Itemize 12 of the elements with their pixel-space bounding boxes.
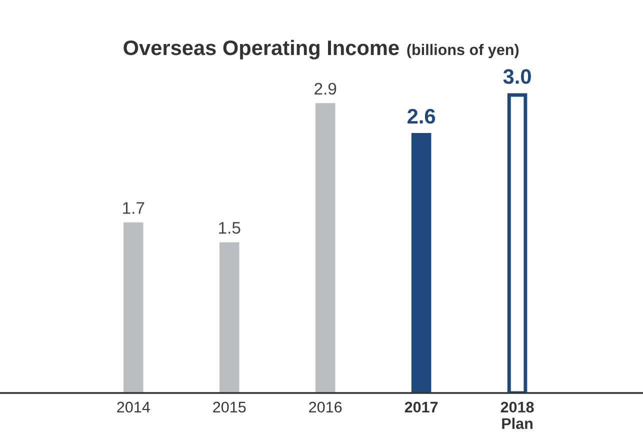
data-label: 2.9 bbox=[314, 82, 336, 95]
x-tick-label: 2015 bbox=[213, 402, 246, 413]
data-label: 3.0 bbox=[503, 69, 531, 84]
data-label: 2.6 bbox=[408, 108, 436, 124]
chart-title: Overseas Operating Income bbox=[124, 40, 399, 60]
x-tick-label: 2016 bbox=[309, 402, 342, 413]
data-label: 1.5 bbox=[219, 222, 240, 234]
data-label: 1.7 bbox=[123, 202, 144, 214]
x-tick-label: 2017 bbox=[404, 402, 438, 413]
x-tick-label: 2014 bbox=[117, 402, 150, 413]
x-tick-label: 2018 Plan bbox=[500, 402, 534, 430]
chart-subtitle: (billions of yen) bbox=[407, 44, 519, 58]
